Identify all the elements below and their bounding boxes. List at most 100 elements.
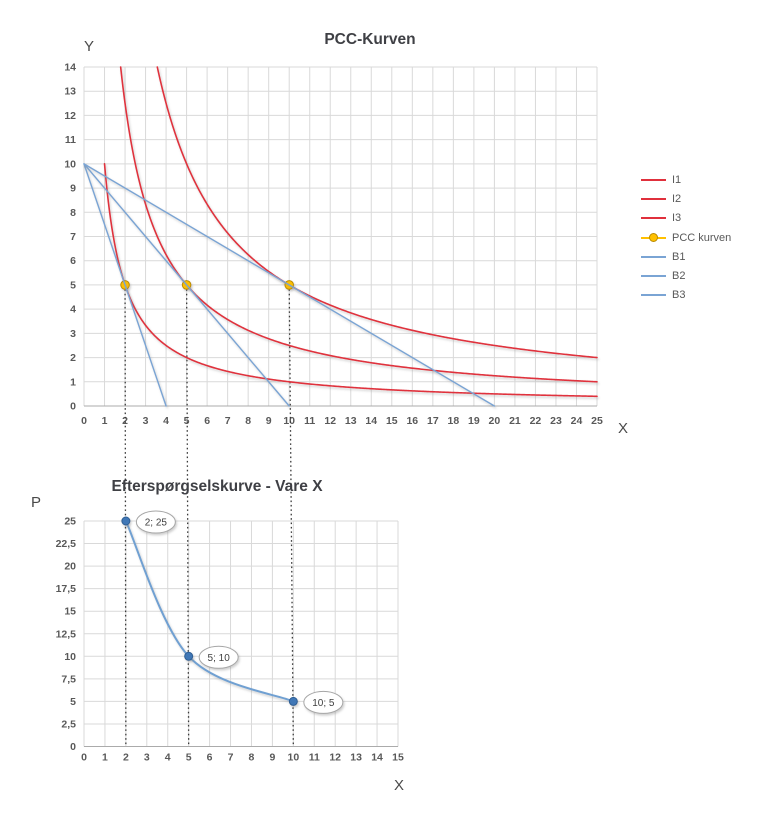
legend-item-label: B3: [672, 289, 686, 302]
callout-bubble: [198, 645, 239, 669]
svg-text:11: 11: [304, 415, 315, 427]
callout-label: 5; 10: [208, 653, 231, 664]
chart1-series: 2; 25 5; 10 10; 5: [121, 510, 344, 714]
svg-text:16: 16: [406, 415, 418, 427]
legend-swatch-i1: [641, 178, 666, 181]
callout-bubble: [303, 690, 344, 714]
legend-item-label: I1: [672, 173, 682, 186]
svg-text:0: 0: [81, 752, 87, 764]
svg-text:19: 19: [468, 415, 480, 427]
legend-item-label: B2: [672, 270, 686, 283]
svg-text:14: 14: [365, 415, 377, 427]
svg-text:5: 5: [70, 696, 76, 708]
demand-y-axis-title: P: [31, 494, 42, 511]
svg-text:9: 9: [70, 183, 76, 195]
pcc-chart-title: PCC-Kurven: [324, 31, 416, 48]
svg-text:15: 15: [392, 752, 404, 764]
svg-text:6: 6: [204, 415, 210, 427]
svg-text:25: 25: [64, 516, 76, 528]
series-b1-line: [83, 163, 167, 407]
legend-item-label: PCC kurven: [672, 231, 732, 244]
pcc-legend: I1 I2 I3 PCC kurven B1 B2 B3: [641, 170, 731, 305]
svg-text:8: 8: [245, 415, 251, 427]
chart0-gridlines: [83, 66, 598, 407]
pcc-x-axis-title: X: [618, 420, 629, 437]
svg-text:12,5: 12,5: [56, 628, 77, 640]
svg-text:4: 4: [163, 415, 169, 427]
svg-text:20: 20: [64, 561, 76, 573]
svg-text:17: 17: [427, 415, 439, 427]
svg-text:24: 24: [571, 415, 583, 427]
chart1-y-tick-labels: 0 2,5 5 7,5 10 12,5 15 17,5 20 22,5 25: [56, 516, 77, 754]
series-b3-line: [83, 163, 496, 407]
svg-text:1: 1: [102, 752, 108, 764]
svg-text:10: 10: [283, 415, 295, 427]
svg-text:1: 1: [70, 376, 76, 388]
legend-item-b1: B1: [641, 247, 731, 266]
svg-text:17,5: 17,5: [56, 583, 77, 595]
callout-bubble: [135, 510, 176, 534]
series-eftersp-rgsel-markers: [121, 516, 298, 706]
svg-text:6: 6: [70, 255, 76, 267]
legend-item-label: I2: [672, 192, 682, 205]
svg-text:15: 15: [386, 415, 398, 427]
svg-text:8: 8: [70, 207, 76, 219]
svg-text:12: 12: [64, 110, 76, 122]
svg-text:2: 2: [122, 415, 128, 427]
legend-swatch-b2: [641, 275, 666, 278]
legend-item-b3: B3: [641, 286, 731, 305]
svg-text:13: 13: [345, 415, 357, 427]
svg-text:14: 14: [371, 752, 383, 764]
svg-text:12: 12: [324, 415, 336, 427]
legend-item-label: I3: [672, 212, 682, 225]
legend-item-i3: I3: [641, 209, 731, 228]
svg-text:3: 3: [70, 328, 76, 340]
legend-swatch-b3: [641, 294, 666, 297]
svg-text:7: 7: [70, 231, 76, 243]
svg-text:3: 3: [144, 752, 150, 764]
svg-text:10: 10: [287, 752, 299, 764]
svg-text:22: 22: [530, 415, 542, 427]
chart1-gridlines: [83, 520, 399, 747]
svg-text:23: 23: [550, 415, 562, 427]
svg-text:6: 6: [207, 752, 213, 764]
svg-text:20: 20: [489, 415, 501, 427]
svg-text:0: 0: [70, 741, 76, 753]
svg-text:0: 0: [70, 401, 76, 413]
svg-text:13: 13: [64, 86, 76, 98]
chart1-x-tick-labels: 0 1 2 3 4 5 6 7 8 9 10 11 12 13 14 15: [81, 752, 404, 764]
legend-item-b2: B2: [641, 266, 731, 285]
legend-item-label: B1: [672, 250, 686, 263]
svg-text:15: 15: [64, 606, 76, 618]
svg-text:7: 7: [228, 752, 234, 764]
svg-text:9: 9: [266, 415, 272, 427]
legend-marker-dot: [649, 233, 658, 243]
svg-text:9: 9: [269, 752, 275, 764]
legend-swatch-b1: [641, 255, 666, 258]
svg-text:7,5: 7,5: [61, 673, 76, 685]
svg-text:25: 25: [591, 415, 603, 427]
legend-item-pcc-kurven: PCC kurven: [641, 228, 731, 247]
svg-text:8: 8: [249, 752, 255, 764]
series-i3-line: [156, 66, 598, 359]
series-b2-line: [83, 163, 290, 407]
svg-text:14: 14: [64, 62, 76, 74]
svg-text:5: 5: [70, 279, 76, 291]
svg-text:10: 10: [64, 158, 76, 170]
series-i2-line: [119, 66, 598, 383]
point-callouts: 2; 25 5; 10 10; 5: [135, 510, 344, 714]
demand-x-axis-title: X: [394, 777, 405, 794]
callout-label: 10; 5: [312, 698, 335, 709]
svg-text:5: 5: [186, 752, 192, 764]
svg-text:13: 13: [350, 752, 362, 764]
legend-swatch-i3: [641, 217, 666, 220]
svg-text:11: 11: [309, 752, 320, 764]
svg-text:2,5: 2,5: [61, 718, 76, 730]
demand-chart-title: Efterspørgselskurve - Vare X: [111, 478, 323, 495]
svg-text:4: 4: [165, 752, 171, 764]
legend-swatch-i2: [641, 197, 666, 200]
svg-text:2: 2: [123, 752, 129, 764]
svg-text:11: 11: [65, 134, 76, 146]
series-i1-line: [103, 163, 598, 398]
